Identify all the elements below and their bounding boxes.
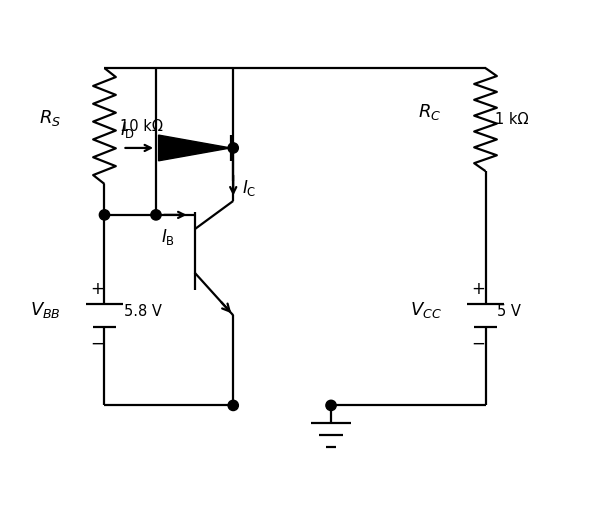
- Circle shape: [228, 400, 238, 411]
- Text: $I_\mathrm{D}$: $I_\mathrm{D}$: [120, 120, 135, 140]
- Text: 5.8 V: 5.8 V: [124, 304, 162, 319]
- Text: $R_C$: $R_C$: [418, 102, 442, 122]
- Text: $+$: $+$: [471, 279, 485, 298]
- Circle shape: [99, 210, 110, 220]
- Text: $I_\mathrm{B}$: $I_\mathrm{B}$: [161, 227, 175, 246]
- Text: $-$: $-$: [90, 334, 104, 352]
- Circle shape: [228, 143, 238, 153]
- Circle shape: [151, 210, 161, 220]
- Text: $R_S$: $R_S$: [38, 108, 61, 128]
- Circle shape: [326, 400, 336, 411]
- Polygon shape: [159, 135, 231, 161]
- Text: $I_\mathrm{C}$: $I_\mathrm{C}$: [242, 178, 257, 198]
- Text: $+$: $+$: [90, 279, 104, 298]
- Text: 10 kΩ: 10 kΩ: [120, 119, 163, 133]
- Text: 5 V: 5 V: [497, 304, 521, 319]
- Text: 1 kΩ: 1 kΩ: [495, 112, 528, 127]
- Text: $-$: $-$: [471, 334, 485, 352]
- Text: $V_{BB}$: $V_{BB}$: [30, 300, 61, 320]
- Text: $V_{CC}$: $V_{CC}$: [410, 300, 442, 320]
